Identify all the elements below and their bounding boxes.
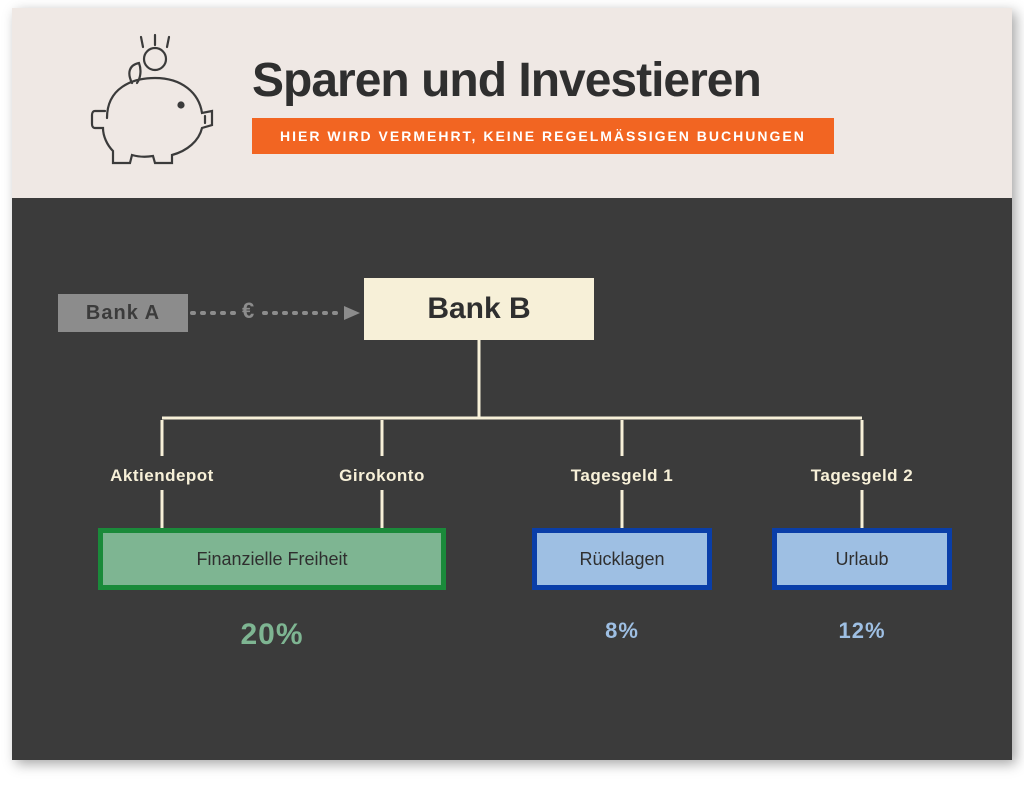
header: Sparen und Investieren HIER WIRD VERMEHR… <box>12 8 1012 198</box>
goal-ruecklagen: Rücklagen <box>532 528 712 590</box>
page-title: Sparen und Investieren <box>252 53 761 108</box>
goal-finanzielle-freiheit: Finanzielle Freiheit <box>98 528 446 590</box>
infographic-card: Sparen und Investieren HIER WIRD VERMEHR… <box>12 8 1012 760</box>
percent-3: 12% <box>802 618 922 644</box>
diagram-body: Bank A € Bank B Aktiendepot Girokonto Ta… <box>12 198 1012 760</box>
category-tagesgeld-1: Tagesgeld 1 <box>552 466 692 486</box>
category-girokonto: Girokonto <box>312 466 452 486</box>
category-aktiendepot: Aktiendepot <box>92 466 232 486</box>
goal-urlaub: Urlaub <box>772 528 952 590</box>
category-tagesgeld-2: Tagesgeld 2 <box>792 466 932 486</box>
percent-1: 20% <box>212 618 332 652</box>
bank-a-box: Bank A <box>58 294 188 332</box>
page-subtitle: HIER WIRD VERMEHRT, KEINE REGELMÄSSIGEN … <box>252 118 834 154</box>
percent-2: 8% <box>562 618 682 644</box>
bank-b-box: Bank B <box>364 278 594 340</box>
piggy-bank-icon <box>52 33 252 173</box>
currency-symbol: € <box>242 298 254 324</box>
